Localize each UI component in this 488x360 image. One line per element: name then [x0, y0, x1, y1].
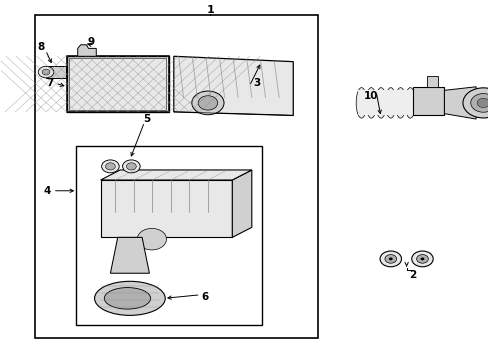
Bar [66, 56, 168, 112]
Bar [76, 146, 261, 325]
Text: 1: 1 [206, 5, 214, 15]
Circle shape [126, 163, 136, 170]
Text: 4: 4 [43, 186, 51, 196]
Circle shape [137, 228, 166, 250]
Circle shape [470, 94, 488, 112]
Bar [69, 58, 166, 110]
Bar [357, 90, 413, 116]
Text: 5: 5 [143, 114, 150, 124]
Bar [35, 15, 317, 338]
Circle shape [411, 251, 432, 267]
Bar [45, 66, 66, 78]
Circle shape [122, 160, 140, 173]
Ellipse shape [355, 87, 366, 118]
Circle shape [191, 91, 224, 115]
Ellipse shape [394, 87, 405, 118]
Polygon shape [173, 56, 293, 116]
Ellipse shape [365, 87, 376, 118]
Circle shape [102, 160, 119, 173]
Circle shape [384, 255, 396, 263]
Ellipse shape [94, 281, 165, 315]
Text: 2: 2 [408, 270, 415, 280]
Circle shape [462, 88, 488, 118]
Bar [101, 180, 232, 237]
Text: 6: 6 [202, 292, 209, 302]
Text: 3: 3 [253, 78, 260, 88]
Bar [66, 56, 168, 112]
Circle shape [388, 257, 392, 260]
Text: 8: 8 [37, 42, 44, 52]
Circle shape [379, 251, 401, 267]
Polygon shape [232, 170, 251, 237]
Circle shape [105, 163, 115, 170]
Ellipse shape [104, 288, 150, 309]
Polygon shape [444, 87, 475, 119]
Ellipse shape [385, 87, 395, 118]
Ellipse shape [404, 87, 415, 118]
Text: 9: 9 [87, 37, 94, 47]
Circle shape [198, 96, 217, 110]
Bar [412, 87, 444, 116]
Text: 7: 7 [46, 78, 53, 88]
Text: 10: 10 [363, 91, 378, 101]
Circle shape [420, 257, 424, 260]
Polygon shape [110, 237, 149, 273]
Ellipse shape [375, 87, 386, 118]
Circle shape [42, 69, 50, 75]
Circle shape [416, 255, 427, 263]
Circle shape [476, 98, 488, 108]
Bar [427, 76, 437, 87]
Circle shape [38, 66, 54, 78]
Polygon shape [78, 45, 96, 56]
Polygon shape [101, 170, 251, 180]
